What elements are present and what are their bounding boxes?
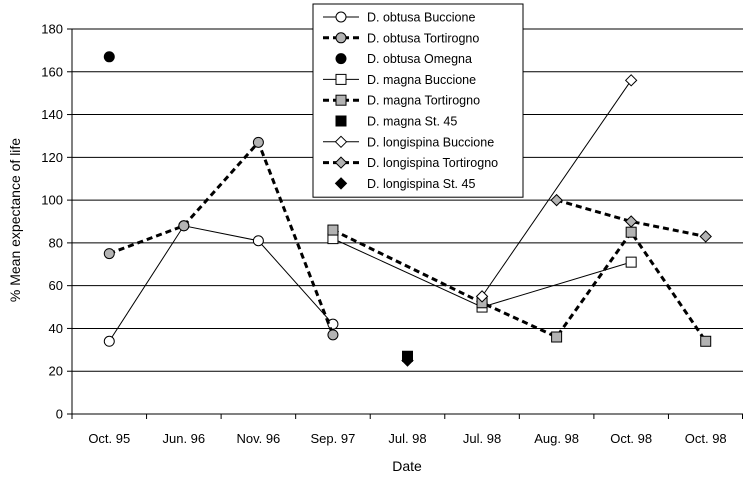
x-tick-label: Jul. 98 <box>388 431 426 446</box>
series-line <box>332 228 707 343</box>
data-point <box>699 230 712 243</box>
data-point <box>625 256 637 268</box>
data-point <box>624 74 638 87</box>
legend-marker <box>334 135 348 149</box>
axes <box>71 29 743 415</box>
series-8 <box>401 354 414 367</box>
y-tick-label: 60 <box>49 278 63 293</box>
data-point <box>252 136 264 148</box>
series-1 <box>103 136 339 341</box>
legend-marker <box>335 53 347 65</box>
x-tick-label: Aug. 98 <box>534 431 579 446</box>
series-line <box>481 80 632 297</box>
y-tick-label: 0 <box>56 407 63 422</box>
x-tick-label: Sep. 97 <box>311 431 356 446</box>
data-point <box>700 335 712 347</box>
series-layer <box>103 51 712 367</box>
y-tick-label: 20 <box>49 364 63 379</box>
series-line <box>108 225 334 342</box>
legend-marker <box>335 32 347 44</box>
series-7 <box>550 193 712 243</box>
data-point <box>103 51 115 63</box>
legend-label: D. magna Tortirogno <box>367 94 480 108</box>
y-tick-label: 80 <box>49 235 63 250</box>
data-point <box>625 226 637 238</box>
legend-marker <box>334 177 348 190</box>
series-4 <box>327 224 712 347</box>
legend-label: D. obtusa Omegna <box>367 52 472 66</box>
legend-marker <box>335 94 347 106</box>
x-tick-label: Oct. 98 <box>610 431 652 446</box>
data-point <box>103 335 115 347</box>
y-tick-label: 40 <box>49 321 63 336</box>
data-point <box>327 224 339 236</box>
data-point <box>551 331 563 343</box>
legend-label: D. magna Buccione <box>367 73 476 87</box>
y-tick-label: 100 <box>41 193 63 208</box>
legend-label: D. obtusa Tortirogno <box>367 31 479 45</box>
legend-label: D. obtusa Buccione <box>367 11 475 25</box>
data-point <box>475 290 489 303</box>
legend-label: D. longispina Tortirogno <box>367 156 498 170</box>
data-point <box>624 215 638 228</box>
legend-item: D. obtusa Omegna <box>335 52 472 66</box>
legend-item: D. longispina St. 45 <box>334 177 475 191</box>
data-point <box>103 248 115 260</box>
x-tick-label: Oct. 95 <box>88 431 130 446</box>
legend-marker <box>334 156 348 169</box>
series-2 <box>103 51 115 63</box>
legend-label: D. longispina St. 45 <box>367 177 475 191</box>
y-tick-label: 120 <box>41 150 63 165</box>
legend: D. obtusa Buccione D. obtusa Tortirogno D.… <box>312 3 524 198</box>
y-tick-label: 180 <box>41 22 63 37</box>
legend-marker <box>335 11 347 23</box>
data-point <box>178 220 190 232</box>
data-point <box>327 329 339 341</box>
data-point <box>550 193 563 207</box>
x-tick-label: Jun. 96 <box>163 431 206 446</box>
data-point <box>327 318 339 330</box>
y-axis-label: % Mean expectance of life <box>7 138 23 302</box>
legend-item: D. obtusa Buccione <box>323 11 475 25</box>
legend-item: D. longispina Tortirogno <box>323 156 498 170</box>
legend-item: D. magna St. 45 <box>335 115 457 129</box>
series-0 <box>103 220 339 347</box>
y-tick-label: 140 <box>41 107 63 122</box>
legend-marker <box>335 115 347 127</box>
x-tick-label: Nov. 96 <box>236 431 280 446</box>
x-axis-label: Date <box>392 458 422 474</box>
legend-label: D. longispina Buccione <box>367 135 494 149</box>
data-point <box>401 354 414 367</box>
series-line <box>108 139 335 336</box>
legend-item: D. longispina Buccione <box>323 135 494 149</box>
series-line <box>556 198 707 238</box>
series-6 <box>475 74 638 303</box>
y-tick-label: 160 <box>41 64 63 79</box>
legend-item: D. magna Tortirogno <box>323 94 480 108</box>
legend-marker <box>335 73 347 85</box>
y-ticks: 0 20 40 60 80 100 120 140 160 180 <box>41 22 72 422</box>
x-tick-label: Oct. 98 <box>685 431 727 446</box>
x-tick-label: Jul. 98 <box>463 431 501 446</box>
legend-item: D. magna Buccione <box>323 73 476 87</box>
x-ticks: Oct. 95 Jun. 96 Nov. 96 Sep. 97 Jul. 98 Jul. … <box>71 414 743 446</box>
data-point <box>252 235 264 247</box>
legend-label: D. magna St. 45 <box>367 115 457 129</box>
legend-item: D. obtusa Tortirogno <box>323 31 479 45</box>
